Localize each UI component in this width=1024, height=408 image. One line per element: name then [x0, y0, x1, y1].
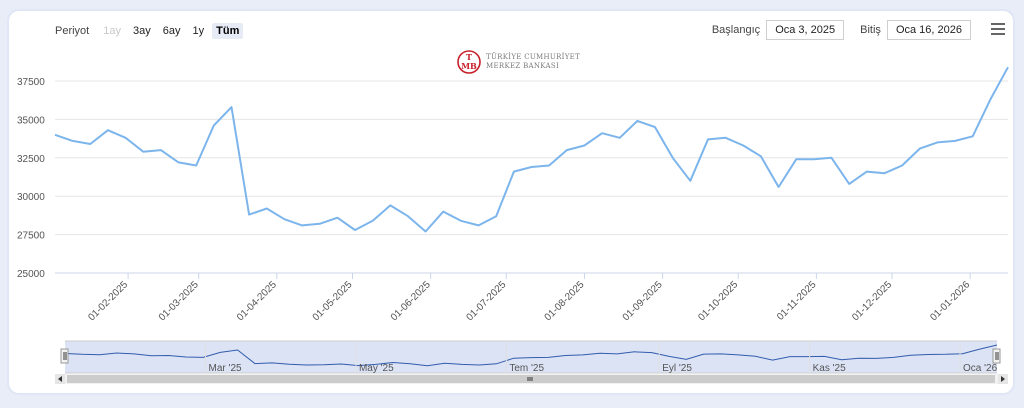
line-chart: 25000 27500 30000 32500 35000 37500 01-02-2025… — [17, 66, 1009, 384]
y-tick-label: 27500 — [17, 231, 45, 242]
range-selector: Periyot 1ay 3ay 6ay 1y Tüm — [55, 22, 244, 40]
chart-container: Periyot 1ay 3ay 6ay 1y Tüm Başlangıç Oca… — [7, 9, 1015, 395]
x-tick-label: 01-07-2025 — [464, 279, 508, 323]
logo-line-2: MERKEZ BANKASI — [486, 62, 560, 70]
date-range-inputs: Başlangıç Oca 3, 2025 Bitiş Oca 16, 2026 — [712, 20, 971, 40]
x-tick-label: 01-05-2025 — [311, 279, 355, 323]
x-tick-label: 01-12-2025 — [850, 279, 894, 323]
range-button-1ay: 1ay — [103, 25, 121, 37]
x-tick-label: 01-10-2025 — [696, 279, 740, 323]
navigator-label: Oca '26 — [963, 363, 998, 374]
tcmb-logo: T MB TÜRKİYE CUMHURİYET MERKEZ BANKASI — [456, 49, 580, 75]
y-tick-label: 32500 — [17, 154, 45, 165]
y-tick-label: 37500 — [17, 77, 45, 88]
logo-line-1: TÜRKİYE CUMHURİYET — [486, 53, 581, 61]
series-line — [54, 66, 1009, 233]
y-tick-label: 25000 — [17, 269, 45, 280]
navigator-label: Mar '25 — [209, 363, 242, 374]
end-date-input[interactable]: Oca 16, 2026 — [886, 20, 971, 40]
navigator-label: Tem '25 — [509, 363, 544, 374]
tcmb-logo-icon: T MB — [457, 50, 481, 74]
x-tick-label: 01-01-2026 — [928, 279, 972, 323]
y-tick-label: 35000 — [17, 115, 45, 126]
x-tick-label: 01-11-2025 — [775, 279, 819, 323]
range-button-6ay[interactable]: 6ay — [162, 25, 181, 37]
svg-text:T: T — [466, 52, 472, 62]
start-date-input[interactable]: Oca 3, 2025 — [766, 20, 845, 40]
hamburger-menu-icon[interactable] — [991, 23, 1005, 35]
end-label: Bitiş — [860, 24, 881, 36]
x-tick-label: 01-03-2025 — [157, 279, 201, 323]
navigator-label: Eyl '25 — [662, 363, 692, 374]
x-tick-label: 01-04-2025 — [235, 279, 279, 323]
x-tick-label: 01-08-2025 — [543, 279, 587, 323]
scrollbar-thumb[interactable] — [67, 375, 995, 383]
x-tick-label: 01-02-2025 — [86, 279, 130, 323]
svg-text:MB: MB — [461, 61, 477, 71]
y-tick-label: 30000 — [17, 192, 45, 203]
arrow-right-icon — [1001, 376, 1005, 382]
x-tick-label: 01-06-2025 — [389, 279, 433, 323]
range-button-3ay[interactable]: 3ay — [133, 25, 151, 37]
arrow-left-icon — [58, 376, 62, 382]
navigator-label: May '25 — [359, 363, 394, 374]
navigator-mask — [65, 341, 997, 373]
navigator-label: Kas '25 — [813, 363, 846, 374]
start-label: Başlangıç — [711, 24, 761, 36]
navigator-series — [64, 344, 998, 367]
range-button-tum[interactable]: Tüm — [212, 23, 244, 39]
x-tick-label: 01-09-2025 — [621, 279, 665, 323]
range-button-1y[interactable]: 1y — [192, 25, 205, 37]
period-label: Periyot — [55, 25, 90, 37]
